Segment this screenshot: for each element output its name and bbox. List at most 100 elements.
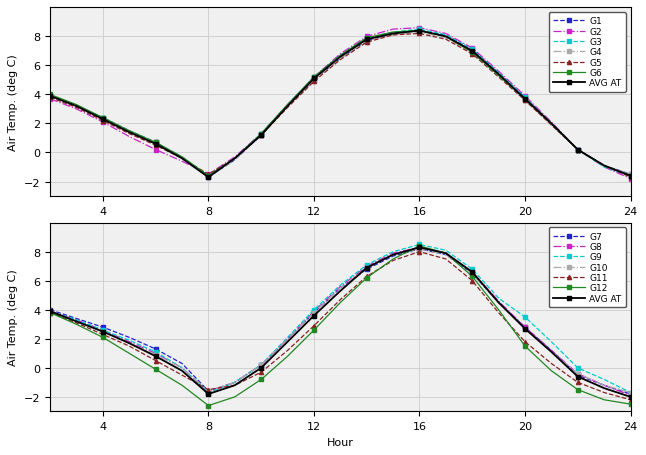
G9 [257,363,265,368]
G6 [495,74,503,79]
G7 [468,271,476,277]
G8 [442,251,450,256]
G11 [337,297,344,303]
AVG AT [257,133,265,138]
G1 [574,147,581,153]
G7 [548,348,556,354]
Line: G4: G4 [48,31,632,180]
G6 [310,75,318,81]
G9 [47,309,54,314]
G12 [495,308,503,313]
AVG AT [310,313,318,318]
G8 [600,383,608,388]
G2 [310,75,318,81]
G2 [47,97,54,102]
G5 [284,106,291,111]
AVG AT [415,29,423,34]
G10 [390,253,397,258]
G4 [72,104,80,110]
G8 [47,309,54,314]
G9 [152,349,160,355]
G9 [495,296,503,301]
Legend: G1, G2, G3, G4, G5, G6, AVG AT: G1, G2, G3, G4, G5, G6, AVG AT [548,13,626,93]
G2 [442,32,450,37]
G7 [521,325,529,330]
G12 [415,243,423,249]
G1 [415,29,423,34]
G9 [178,365,186,371]
G5 [574,147,581,153]
G5 [337,58,344,63]
G1 [284,104,291,110]
G3 [363,36,371,41]
G2 [521,94,529,99]
G7 [310,310,318,316]
G10 [600,383,608,388]
G11 [99,332,107,338]
AVG AT [627,394,634,400]
G8 [521,325,529,330]
G5 [152,143,160,149]
G10 [627,390,634,395]
G2 [72,107,80,112]
Line: G5: G5 [48,32,632,180]
G5 [548,123,556,128]
G10 [284,336,291,342]
G1 [47,94,54,99]
G11 [390,258,397,263]
Line: G9: G9 [48,243,632,395]
G1 [205,175,213,181]
G5 [442,37,450,43]
G1 [257,133,265,138]
G2 [548,120,556,126]
G1 [363,39,371,44]
G7 [72,316,80,322]
G3 [415,27,423,33]
G8 [310,309,318,314]
G3 [99,116,107,121]
G10 [310,310,318,316]
G11 [363,274,371,279]
G2 [574,147,581,153]
AVG AT [205,175,213,181]
G5 [363,40,371,46]
G8 [574,371,581,377]
G5 [125,131,133,137]
G2 [178,159,186,165]
G8 [231,380,238,385]
G10 [152,352,160,358]
G10 [495,300,503,306]
G8 [363,264,371,269]
Line: G2: G2 [48,26,632,181]
G6 [442,35,450,40]
G12 [574,387,581,393]
G7 [152,346,160,352]
AVG AT [47,94,54,99]
G10 [47,310,54,316]
G7 [574,373,581,378]
G4 [468,51,476,56]
G4 [442,36,450,41]
G7 [363,267,371,272]
G11 [178,373,186,378]
G12 [152,367,160,372]
AVG AT [495,72,503,78]
G6 [468,51,476,56]
G5 [310,80,318,85]
G7 [284,336,291,342]
G4 [600,163,608,169]
G7 [495,300,503,306]
G1 [310,78,318,83]
G9 [284,335,291,340]
G6 [72,103,80,108]
G3 [152,140,160,146]
G9 [627,390,634,395]
G1 [468,48,476,53]
G8 [205,390,213,395]
G2 [495,69,503,75]
G12 [337,300,344,306]
G3 [205,174,213,179]
G11 [47,310,54,316]
G11 [284,348,291,354]
G2 [627,177,634,182]
